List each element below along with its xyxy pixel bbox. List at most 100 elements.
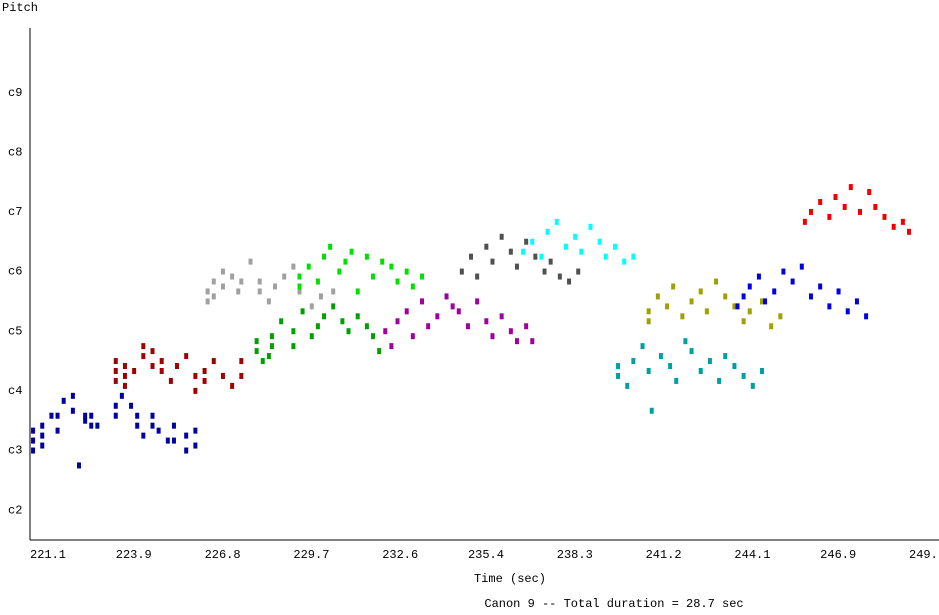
note <box>309 303 314 310</box>
note <box>426 323 431 330</box>
note <box>141 432 146 439</box>
note <box>141 343 146 350</box>
note <box>410 333 415 340</box>
note <box>135 422 140 429</box>
note <box>236 288 241 295</box>
note <box>420 298 425 305</box>
note <box>456 308 461 315</box>
note <box>864 313 869 320</box>
note <box>907 228 911 235</box>
note <box>747 308 752 315</box>
note <box>315 278 320 285</box>
note <box>171 422 176 429</box>
note <box>193 442 198 449</box>
note <box>239 372 244 379</box>
y-axis-label: Pitch <box>2 1 38 15</box>
y-tick-label: c7 <box>8 205 22 219</box>
note <box>31 427 36 434</box>
note <box>355 288 360 295</box>
note <box>122 382 127 389</box>
note <box>818 198 823 205</box>
note <box>707 358 712 365</box>
note <box>230 382 235 389</box>
note <box>318 293 323 300</box>
note <box>184 447 189 454</box>
note <box>698 367 703 374</box>
note <box>150 363 155 370</box>
note <box>165 437 170 444</box>
note <box>132 367 137 374</box>
note <box>31 437 36 444</box>
x-tick-label: 246.9 <box>820 548 856 562</box>
note <box>790 278 795 285</box>
note <box>845 308 850 315</box>
note <box>622 258 627 265</box>
note <box>857 208 862 215</box>
note <box>61 397 66 404</box>
note <box>404 308 409 315</box>
note <box>371 273 376 280</box>
note <box>631 253 636 260</box>
note <box>732 363 737 370</box>
note <box>833 194 838 201</box>
note <box>732 303 737 310</box>
note <box>389 263 394 270</box>
note <box>349 248 354 255</box>
note <box>279 318 284 325</box>
note <box>129 402 134 409</box>
note <box>741 318 746 325</box>
note <box>202 367 207 374</box>
note <box>150 412 155 419</box>
note <box>689 298 694 305</box>
note <box>842 203 847 210</box>
note <box>220 283 225 290</box>
note <box>269 343 274 350</box>
note <box>646 308 651 315</box>
note <box>490 333 495 340</box>
note <box>55 427 60 434</box>
note <box>508 248 513 255</box>
subtitle: Canon 9 -- Total duration = 28.7 sec <box>484 597 743 611</box>
note <box>475 273 480 280</box>
note <box>759 298 764 305</box>
note <box>248 258 253 265</box>
note <box>254 338 259 345</box>
note <box>211 278 216 285</box>
note <box>747 283 752 290</box>
note <box>89 422 94 429</box>
note <box>55 412 60 419</box>
note <box>521 248 526 255</box>
note <box>435 313 440 320</box>
note <box>781 268 786 275</box>
note <box>524 238 529 245</box>
note <box>465 323 470 330</box>
note <box>900 218 905 225</box>
note <box>273 283 278 290</box>
note <box>631 358 636 365</box>
note <box>306 263 311 270</box>
note <box>499 233 504 240</box>
note <box>818 283 823 290</box>
note <box>646 318 651 325</box>
note <box>625 382 630 389</box>
note <box>239 278 244 285</box>
note <box>150 348 155 355</box>
note <box>778 313 783 320</box>
note <box>873 203 878 210</box>
note <box>588 223 593 230</box>
note <box>83 417 88 424</box>
note <box>542 268 547 275</box>
note <box>603 253 608 260</box>
note <box>612 243 617 250</box>
note <box>867 189 872 196</box>
note <box>469 253 474 260</box>
note <box>655 293 660 300</box>
note <box>95 422 100 429</box>
note <box>331 288 336 295</box>
note <box>763 298 768 305</box>
note <box>539 253 544 260</box>
note <box>756 273 761 280</box>
note <box>291 343 296 350</box>
note <box>70 407 75 414</box>
note <box>377 348 382 355</box>
